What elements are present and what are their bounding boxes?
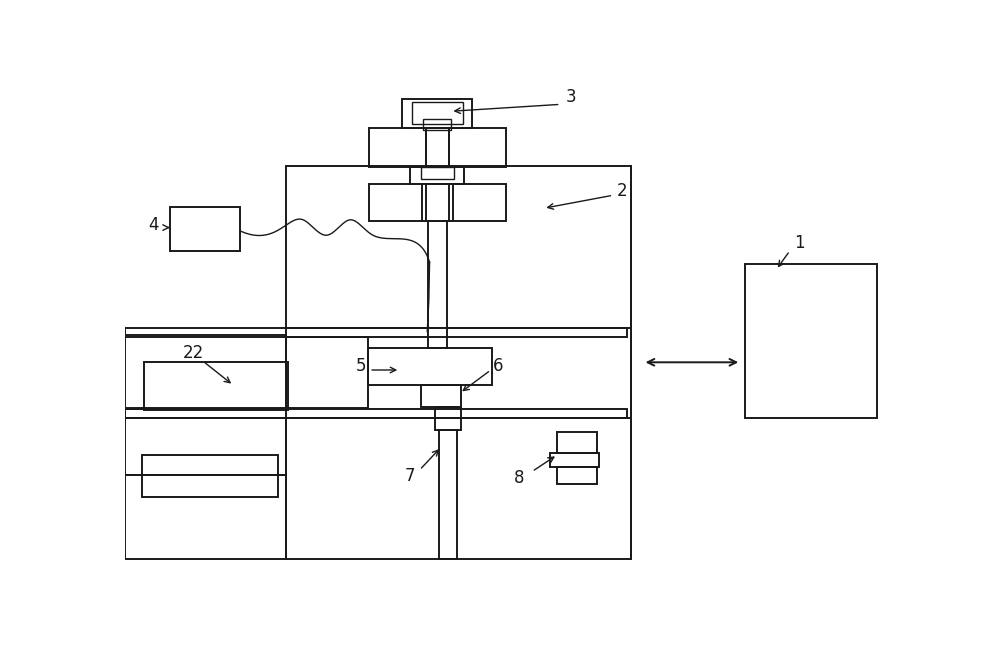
Text: 5: 5	[356, 357, 367, 375]
Bar	[557, 432, 597, 453]
Bar	[435, 407, 461, 430]
Bar	[426, 128, 449, 166]
Bar	[125, 408, 627, 418]
Bar	[428, 221, 447, 348]
Text: 6: 6	[493, 357, 504, 375]
Bar	[402, 99, 472, 128]
Bar	[421, 166, 454, 179]
Bar	[144, 362, 288, 410]
Bar	[550, 453, 599, 467]
Bar	[369, 128, 426, 166]
Bar	[125, 475, 286, 559]
Bar	[286, 166, 631, 559]
Bar	[412, 102, 463, 124]
Text: 22: 22	[183, 344, 204, 362]
Text: 1: 1	[794, 234, 805, 252]
Bar	[422, 184, 453, 221]
Bar	[369, 184, 426, 221]
Bar	[125, 418, 286, 475]
Text: 2: 2	[617, 183, 628, 201]
Bar	[142, 455, 278, 497]
Text: 3: 3	[565, 88, 576, 106]
Text: 7: 7	[405, 467, 415, 485]
Bar	[410, 166, 464, 184]
Bar	[449, 128, 506, 166]
Bar	[439, 430, 457, 559]
Text: 4: 4	[148, 216, 159, 234]
Bar	[423, 119, 451, 130]
Bar	[557, 467, 597, 484]
Bar	[125, 335, 286, 408]
Bar	[125, 328, 627, 337]
Bar	[368, 348, 492, 386]
Bar	[745, 264, 877, 418]
Bar	[421, 386, 461, 407]
Bar	[449, 184, 506, 221]
Bar	[170, 207, 240, 252]
Text: 8: 8	[513, 469, 524, 487]
